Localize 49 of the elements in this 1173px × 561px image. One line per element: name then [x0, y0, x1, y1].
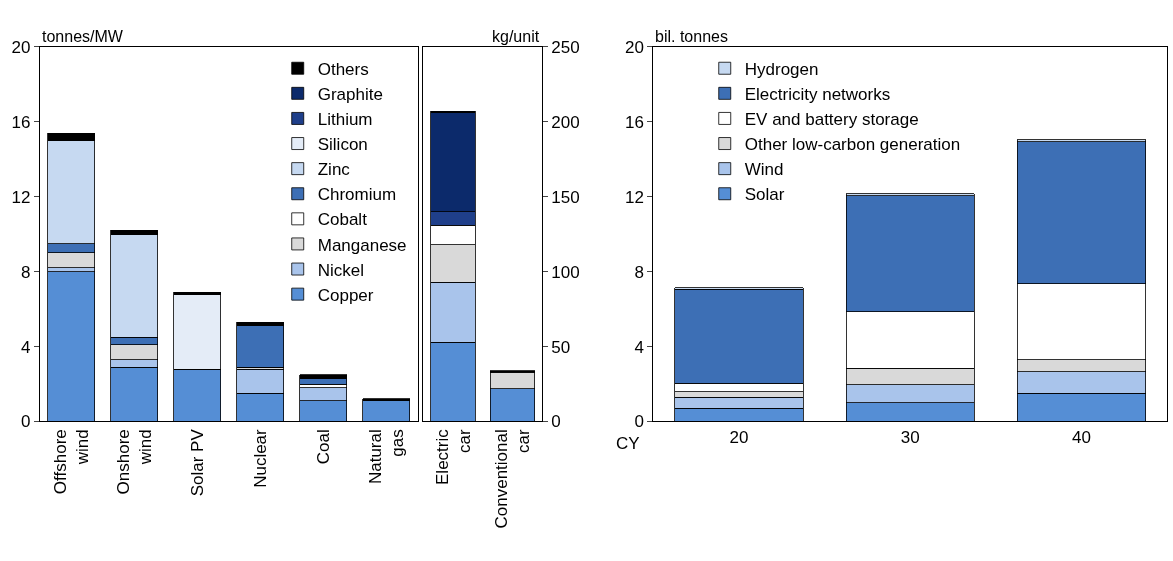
x-axis-title: CY [616, 434, 640, 453]
y-tick-label: 20 [11, 37, 31, 57]
y2-tick-label: 250 [551, 37, 580, 57]
y2-tick-label: 50 [551, 337, 571, 357]
legend-label: Cobalt [317, 210, 368, 230]
x-tick-label: 30 [900, 427, 920, 447]
x-tick-label: Coal [313, 429, 333, 465]
y2-axis-title: kg/unit [492, 28, 540, 45]
legend-label: Wind [744, 160, 784, 180]
y-tick-label: 12 [625, 187, 644, 207]
y2-tick-label: 100 [551, 262, 580, 282]
y-tick-label: 4 [634, 337, 644, 357]
legend-label: Other low-carbon generation [744, 135, 961, 155]
y-tick-label: 8 [634, 262, 644, 282]
y-tick-label: 0 [634, 412, 644, 432]
y-tick-label: 20 [625, 37, 644, 57]
legend-label: Copper [317, 285, 374, 305]
y-tick-label: 4 [21, 337, 31, 357]
x-tick-label: Onshore wind [113, 429, 155, 495]
legend-label: Chromium [317, 185, 397, 205]
y-tick-label: 16 [625, 112, 644, 132]
legend-label: Graphite [317, 84, 383, 104]
y2-tick-label: 200 [551, 112, 580, 132]
y-axis-title: tonnes/MW [42, 28, 124, 45]
x-tick-label: Offshore wind [50, 429, 92, 495]
legend-label: EV and battery storage [744, 110, 919, 130]
legend-label: Nickel [317, 260, 365, 280]
x-tick-label: 20 [729, 427, 749, 447]
x-tick-label: Conventional car [491, 428, 533, 529]
y-axis-title: bil. tonnes [655, 28, 728, 45]
legend-label: Hydrogen [744, 59, 819, 79]
y2-tick-label: 0 [551, 412, 561, 432]
y-tick-label: 12 [11, 187, 31, 207]
legend-label: Others [317, 59, 369, 79]
legend-label: Lithium [317, 110, 373, 130]
x-tick-label: Electric car [432, 428, 474, 485]
x-tick-label: 40 [1072, 427, 1091, 447]
y-tick-label: 8 [21, 262, 31, 282]
x-tick-label: Nuclear [250, 428, 270, 488]
legend-label: Silicon [317, 135, 368, 155]
y2-tick-label: 150 [551, 187, 580, 207]
legend-label: Zinc [317, 160, 351, 180]
legend-label: Electricity networks [744, 84, 891, 104]
legend-label: Solar [744, 185, 785, 205]
y-tick-label: 16 [11, 112, 31, 132]
x-tick-label: Natural gas [365, 429, 407, 485]
x-tick-label: Solar PV [187, 428, 207, 497]
legend-label: Manganese [317, 235, 407, 255]
y-tick-label: 0 [21, 412, 31, 432]
